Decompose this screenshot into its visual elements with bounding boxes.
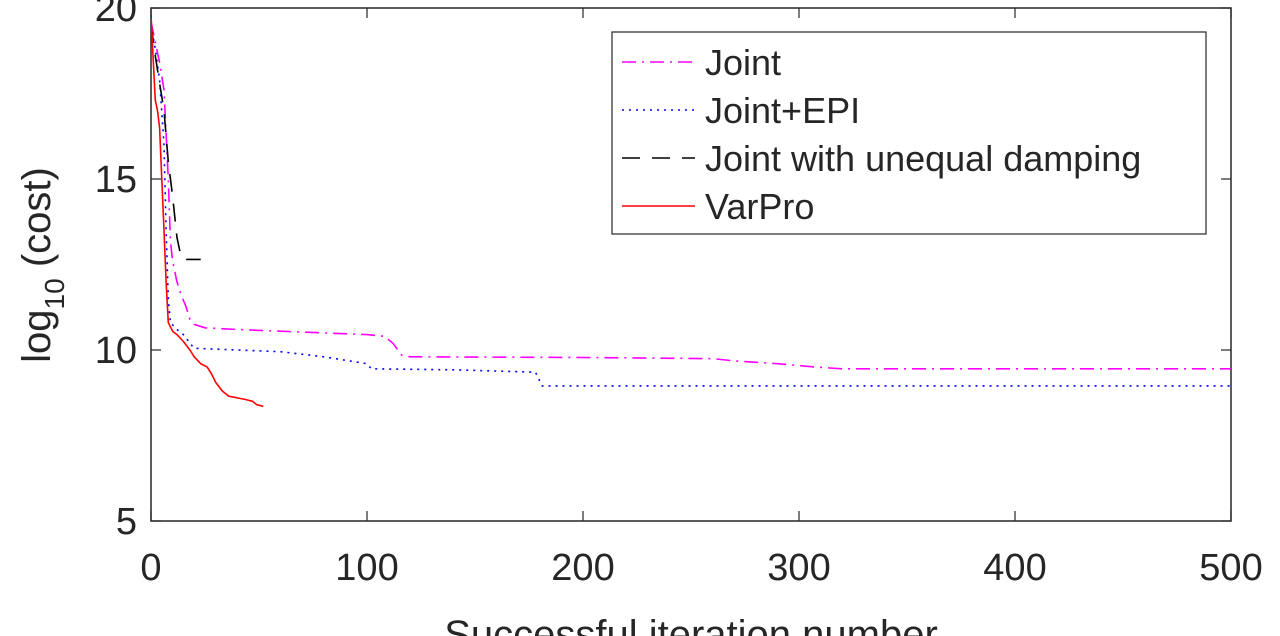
legend-label: Joint+EPI	[705, 90, 860, 131]
series-line-varpro	[151, 14, 264, 408]
legend-box	[611, 31, 1207, 235]
y-axis-title-main: log	[15, 309, 59, 362]
y-tick-label: 5	[116, 501, 137, 543]
legend-label: VarPro	[705, 186, 814, 227]
series-line-joint-epi	[151, 24, 1231, 387]
y-axis: 5 10 15 20	[95, 0, 1231, 543]
x-tick-label: 400	[983, 547, 1046, 589]
series-line-joint-with-unequal-damping	[151, 24, 201, 261]
y-axis-title: log10 (cost)	[15, 167, 70, 363]
x-tick-label: 0	[140, 547, 161, 589]
y-axis-title-subscript: 10	[39, 278, 70, 309]
y-tick-label: 20	[95, 0, 137, 30]
series-layer	[151, 14, 1231, 408]
x-axis: 0 100 200 300 400 500	[140, 8, 1263, 589]
x-axis-title: Successful iteration number	[444, 613, 938, 636]
x-tick-label: 300	[767, 547, 830, 589]
legend-label: Joint with unequal damping	[705, 138, 1141, 179]
legend-label: Joint	[705, 42, 781, 83]
x-tick-label: 500	[1199, 547, 1262, 589]
x-tick-label: 100	[335, 547, 398, 589]
y-tick-label: 10	[95, 330, 137, 372]
y-axis-title-rest: (cost)	[15, 167, 59, 278]
series-line-joint	[151, 21, 1231, 370]
legend: Joint Joint+EPI Joint with unequal damping…	[611, 31, 1207, 235]
y-tick-label: 15	[95, 159, 137, 201]
x-tick-label: 200	[551, 547, 614, 589]
